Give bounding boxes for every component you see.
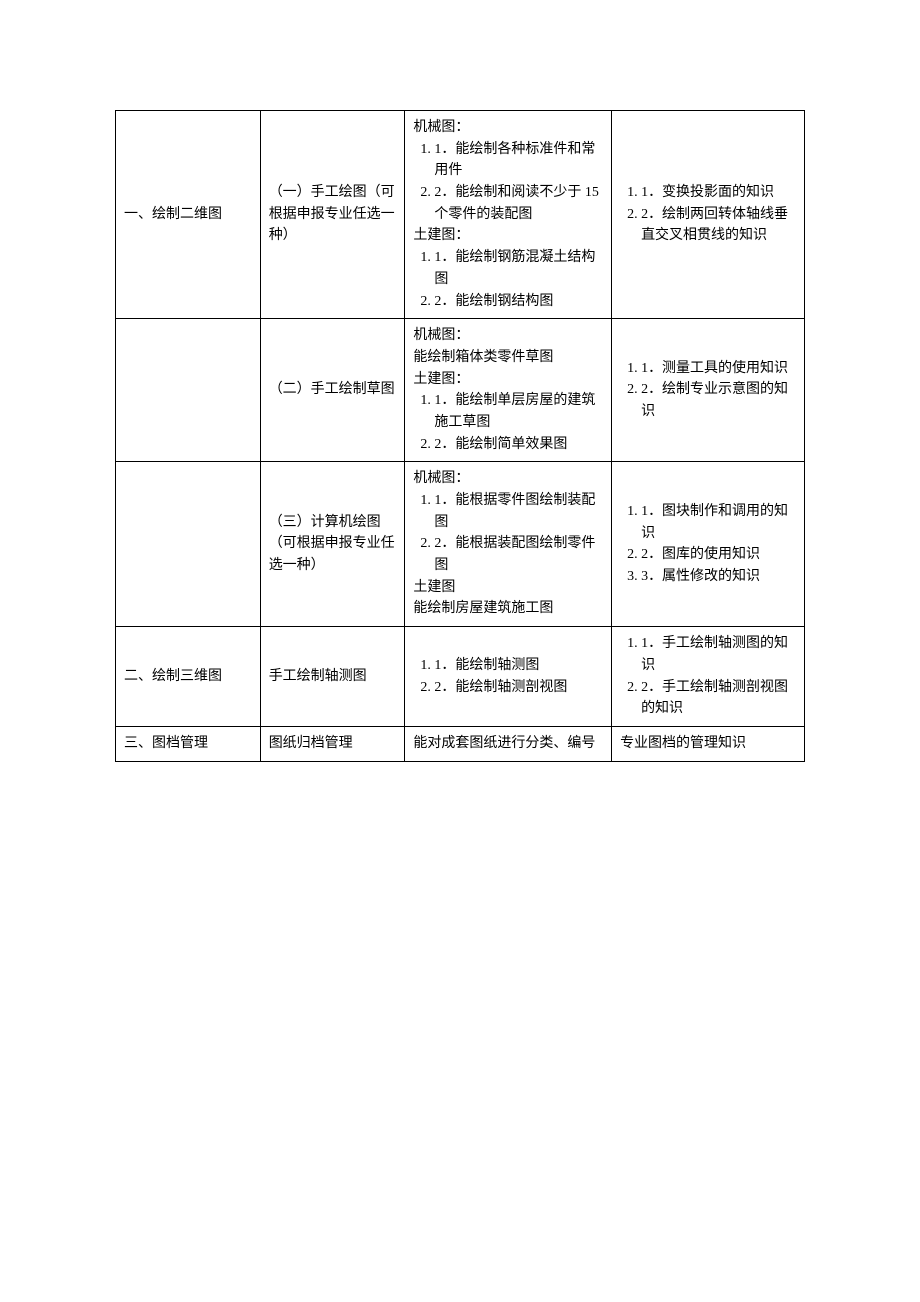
list-item: 2．能绘制钢结构图 bbox=[434, 291, 603, 313]
list-item: 1．能绘制轴测图 bbox=[434, 655, 603, 677]
table-row: （三）计算机绘图（可根据申报专业任选一种） 机械图： 1．能根据零件图绘制装配图… bbox=[116, 462, 805, 627]
cell-knowledge: 专业图档的管理知识 bbox=[612, 726, 805, 761]
cell-skill: 1．能绘制轴测图 2．能绘制轴测剖视图 bbox=[405, 627, 612, 727]
list: 1．手工绘制轴测图的知识 2．手工绘制轴测剖视图的知识 bbox=[620, 633, 796, 720]
cell-category bbox=[116, 319, 261, 462]
list-item: 1．能绘制各种标准件和常用件 bbox=[434, 139, 603, 182]
list-item: 2．手工绘制轴测剖视图的知识 bbox=[641, 677, 796, 720]
cell-skill: 机械图： 能绘制箱体类零件草图 土建图： 1．能绘制单层房屋的建筑施工草图 2．… bbox=[405, 319, 612, 462]
text: 土建图： bbox=[413, 369, 603, 391]
table-row: （二）手工绘制草图 机械图： 能绘制箱体类零件草图 土建图： 1．能绘制单层房屋… bbox=[116, 319, 805, 462]
cell-category: 一、绘制二维图 bbox=[116, 111, 261, 319]
list-item: 2．绘制两回转体轴线垂直交叉相贯线的知识 bbox=[641, 204, 796, 247]
list-item: 2．绘制专业示意图的知识 bbox=[641, 379, 796, 422]
list: 1．变换投影面的知识 2．绘制两回转体轴线垂直交叉相贯线的知识 bbox=[620, 182, 796, 247]
list-item: 2．能绘制轴测剖视图 bbox=[434, 677, 603, 699]
text: 土建图 bbox=[413, 577, 603, 599]
list: 1．测量工具的使用知识 2．绘制专业示意图的知识 bbox=[620, 358, 796, 423]
cell-knowledge: 1．图块制作和调用的知识 2．图库的使用知识 3．属性修改的知识 bbox=[612, 462, 805, 627]
table-row: 二、绘制三维图 手工绘制轴测图 1．能绘制轴测图 2．能绘制轴测剖视图 1．手工… bbox=[116, 627, 805, 727]
cell-subcategory: （三）计算机绘图（可根据申报专业任选一种） bbox=[260, 462, 405, 627]
list: 1．能绘制钢筋混凝土结构图 2．能绘制钢结构图 bbox=[413, 247, 603, 312]
cell-subcategory: （二）手工绘制草图 bbox=[260, 319, 405, 462]
cell-subcategory: 图纸归档管理 bbox=[260, 726, 405, 761]
list-item: 2．能绘制和阅读不少于 15 个零件的装配图 bbox=[434, 182, 603, 225]
cell-knowledge: 1．变换投影面的知识 2．绘制两回转体轴线垂直交叉相贯线的知识 bbox=[612, 111, 805, 319]
text: 能绘制房屋建筑施工图 bbox=[413, 598, 603, 620]
table-row: 三、图档管理 图纸归档管理 能对成套图纸进行分类、编号 专业图档的管理知识 bbox=[116, 726, 805, 761]
list-item: 2．能根据装配图绘制零件图 bbox=[434, 533, 603, 576]
cell-skill: 机械图： 1．能根据零件图绘制装配图 2．能根据装配图绘制零件图 土建图 能绘制… bbox=[405, 462, 612, 627]
cell-category: 三、图档管理 bbox=[116, 726, 261, 761]
list: 1．能绘制各种标准件和常用件 2．能绘制和阅读不少于 15 个零件的装配图 bbox=[413, 139, 603, 226]
cell-knowledge: 1．手工绘制轴测图的知识 2．手工绘制轴测剖视图的知识 bbox=[612, 627, 805, 727]
list-item: 1．变换投影面的知识 bbox=[641, 182, 796, 204]
list: 1．能绘制轴测图 2．能绘制轴测剖视图 bbox=[413, 655, 603, 698]
text: 机械图： bbox=[413, 117, 603, 139]
list-item: 2．图库的使用知识 bbox=[641, 544, 796, 566]
skills-table: 一、绘制二维图 （一）手工绘图（可根据申报专业任选一种） 机械图： 1．能绘制各… bbox=[115, 110, 805, 762]
list-item: 1．手工绘制轴测图的知识 bbox=[641, 633, 796, 676]
document-page: 一、绘制二维图 （一）手工绘图（可根据申报专业任选一种） 机械图： 1．能绘制各… bbox=[0, 0, 920, 762]
list: 1．能根据零件图绘制装配图 2．能根据装配图绘制零件图 bbox=[413, 490, 603, 577]
cell-skill: 机械图： 1．能绘制各种标准件和常用件 2．能绘制和阅读不少于 15 个零件的装… bbox=[405, 111, 612, 319]
list-item: 1．能绘制单层房屋的建筑施工草图 bbox=[434, 390, 603, 433]
cell-category: 二、绘制三维图 bbox=[116, 627, 261, 727]
table-row: 一、绘制二维图 （一）手工绘图（可根据申报专业任选一种） 机械图： 1．能绘制各… bbox=[116, 111, 805, 319]
list-item: 2．能绘制简单效果图 bbox=[434, 434, 603, 456]
cell-knowledge: 1．测量工具的使用知识 2．绘制专业示意图的知识 bbox=[612, 319, 805, 462]
list: 1．图块制作和调用的知识 2．图库的使用知识 3．属性修改的知识 bbox=[620, 501, 796, 588]
cell-subcategory: 手工绘制轴测图 bbox=[260, 627, 405, 727]
list-item: 1．能绘制钢筋混凝土结构图 bbox=[434, 247, 603, 290]
text: 土建图： bbox=[413, 225, 603, 247]
list-item: 1．图块制作和调用的知识 bbox=[641, 501, 796, 544]
list: 1．能绘制单层房屋的建筑施工草图 2．能绘制简单效果图 bbox=[413, 390, 603, 455]
cell-subcategory: （一）手工绘图（可根据申报专业任选一种） bbox=[260, 111, 405, 319]
text: 能绘制箱体类零件草图 bbox=[413, 347, 603, 369]
text: 机械图： bbox=[413, 468, 603, 490]
list-item: 3．属性修改的知识 bbox=[641, 566, 796, 588]
list-item: 1．测量工具的使用知识 bbox=[641, 358, 796, 380]
list-item: 1．能根据零件图绘制装配图 bbox=[434, 490, 603, 533]
text: 机械图： bbox=[413, 325, 603, 347]
cell-category bbox=[116, 462, 261, 627]
cell-skill: 能对成套图纸进行分类、编号 bbox=[405, 726, 612, 761]
